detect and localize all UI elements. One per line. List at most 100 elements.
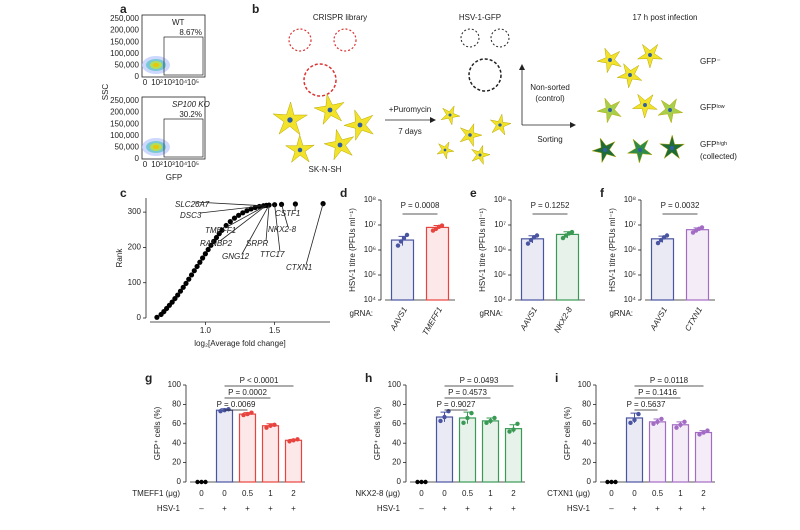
x-tick-label: AAVS1 xyxy=(518,306,539,333)
y-tick-label: 60 xyxy=(582,419,591,428)
gate-percent: 30.2% xyxy=(179,110,202,119)
virus xyxy=(333,28,357,52)
row-name: HSV-1 xyxy=(567,504,591,513)
replicate-point xyxy=(659,416,664,422)
bar xyxy=(520,238,545,301)
panel-label: f xyxy=(600,186,605,200)
bar xyxy=(504,428,523,483)
row-label: + xyxy=(655,504,660,513)
row-label: + xyxy=(291,504,296,513)
replicate-point xyxy=(674,425,679,430)
replicate-point xyxy=(655,240,661,246)
x-tick-label: AAVS1 xyxy=(648,306,669,333)
replicate-point xyxy=(291,438,296,443)
replicate-point xyxy=(395,243,401,248)
replicate-point xyxy=(419,479,424,485)
nucleus xyxy=(478,153,482,157)
y-tick-label: 80 xyxy=(582,400,591,409)
annotation: RANBP2 xyxy=(200,239,233,248)
panel-label: c xyxy=(120,186,127,200)
annotation: CSTF1 xyxy=(275,209,300,218)
y-tick-label: 100,000 xyxy=(110,131,139,140)
arrow-head xyxy=(519,64,525,70)
y-tick-label: 10⁴ xyxy=(624,295,637,304)
y-tick-label: 10⁷ xyxy=(494,220,506,229)
point xyxy=(191,268,197,274)
bar xyxy=(671,424,690,483)
replicate-point xyxy=(268,423,273,428)
y-tick-label: 100 xyxy=(578,380,592,389)
y-tick-label: 100,000 xyxy=(110,49,139,58)
replicate-point xyxy=(699,225,705,230)
x-tick-label: 2 xyxy=(701,489,706,498)
replicate-point xyxy=(682,419,687,425)
y-tick-label: 10⁸ xyxy=(494,195,506,204)
p-value: P = 0.4573 xyxy=(448,388,487,397)
p-value: P = 0.0008 xyxy=(401,201,440,210)
replicate-point xyxy=(651,421,656,426)
annotation: DSC3 xyxy=(180,211,202,220)
replicate-point xyxy=(203,479,208,485)
replicate-point xyxy=(241,412,246,418)
nucleus xyxy=(643,103,647,107)
row-label: – xyxy=(609,504,614,513)
annotation: SLC26A7 xyxy=(175,200,210,209)
x-tick-label: 1.5 xyxy=(269,326,281,335)
nucleus xyxy=(468,133,472,137)
bar xyxy=(650,238,675,301)
leader-line xyxy=(199,205,264,214)
x-tick-label: 1 xyxy=(488,489,493,498)
y-axis-label: HSV-1 titre (PFUs ml⁻¹) xyxy=(348,208,357,292)
replicate-point xyxy=(484,420,489,426)
point xyxy=(197,259,203,265)
x-tick-label: 10² xyxy=(151,78,163,87)
step-label: 7 days xyxy=(398,127,422,136)
nucleus xyxy=(638,148,642,152)
x-axis-label: GFP xyxy=(166,173,182,182)
point xyxy=(188,272,195,278)
y-tick-label: 10⁵ xyxy=(364,270,376,279)
point xyxy=(175,292,181,298)
step-label: Non-sorted xyxy=(530,83,570,92)
panel-label: h xyxy=(365,371,372,385)
y-axis-label: Rank xyxy=(115,248,124,268)
y-tick-label: 10⁵ xyxy=(494,270,506,279)
point xyxy=(244,208,250,214)
panel-label: d xyxy=(340,186,347,200)
x-tick-label: NKX2-8 xyxy=(552,305,574,334)
replicate-point xyxy=(605,479,610,485)
y-tick-label: 50,000 xyxy=(115,61,140,70)
replicate-point xyxy=(701,430,706,435)
p-value: P = 0.0493 xyxy=(460,376,499,385)
arrow-head xyxy=(430,117,436,123)
point xyxy=(219,227,225,233)
replicate-point xyxy=(515,421,520,426)
y-axis-label: GFP⁺ cells (%) xyxy=(153,406,162,460)
x-tick-label: 10⁴ xyxy=(175,160,188,169)
p-value: P = 0.9027 xyxy=(437,400,476,409)
gate-label: GFPʰⁱᵍʰ xyxy=(700,140,727,149)
x-tick-label: 0 xyxy=(143,78,148,87)
step-label: +Puromycin xyxy=(389,105,431,114)
x-tick-label: CTXN1 xyxy=(683,306,704,333)
x-tick-label: 1.0 xyxy=(200,326,212,335)
nucleus xyxy=(297,147,303,153)
nucleus xyxy=(337,142,343,148)
gate xyxy=(163,36,204,76)
point xyxy=(186,276,192,282)
replicate-point xyxy=(439,223,445,228)
point xyxy=(227,219,233,225)
bar xyxy=(555,233,580,301)
replicate-point xyxy=(511,427,516,432)
y-tick-label: 250,000 xyxy=(110,14,139,23)
bar xyxy=(435,416,454,483)
point xyxy=(266,202,272,208)
y-tick-label: 10⁶ xyxy=(364,245,376,254)
panel-label: e xyxy=(470,186,477,200)
replicate-point xyxy=(404,232,410,238)
y-tick-label: 60 xyxy=(392,419,401,428)
point xyxy=(272,202,278,208)
annotation: TTC17 xyxy=(260,250,285,259)
y-tick-label: 20 xyxy=(392,458,401,467)
density xyxy=(153,63,159,67)
